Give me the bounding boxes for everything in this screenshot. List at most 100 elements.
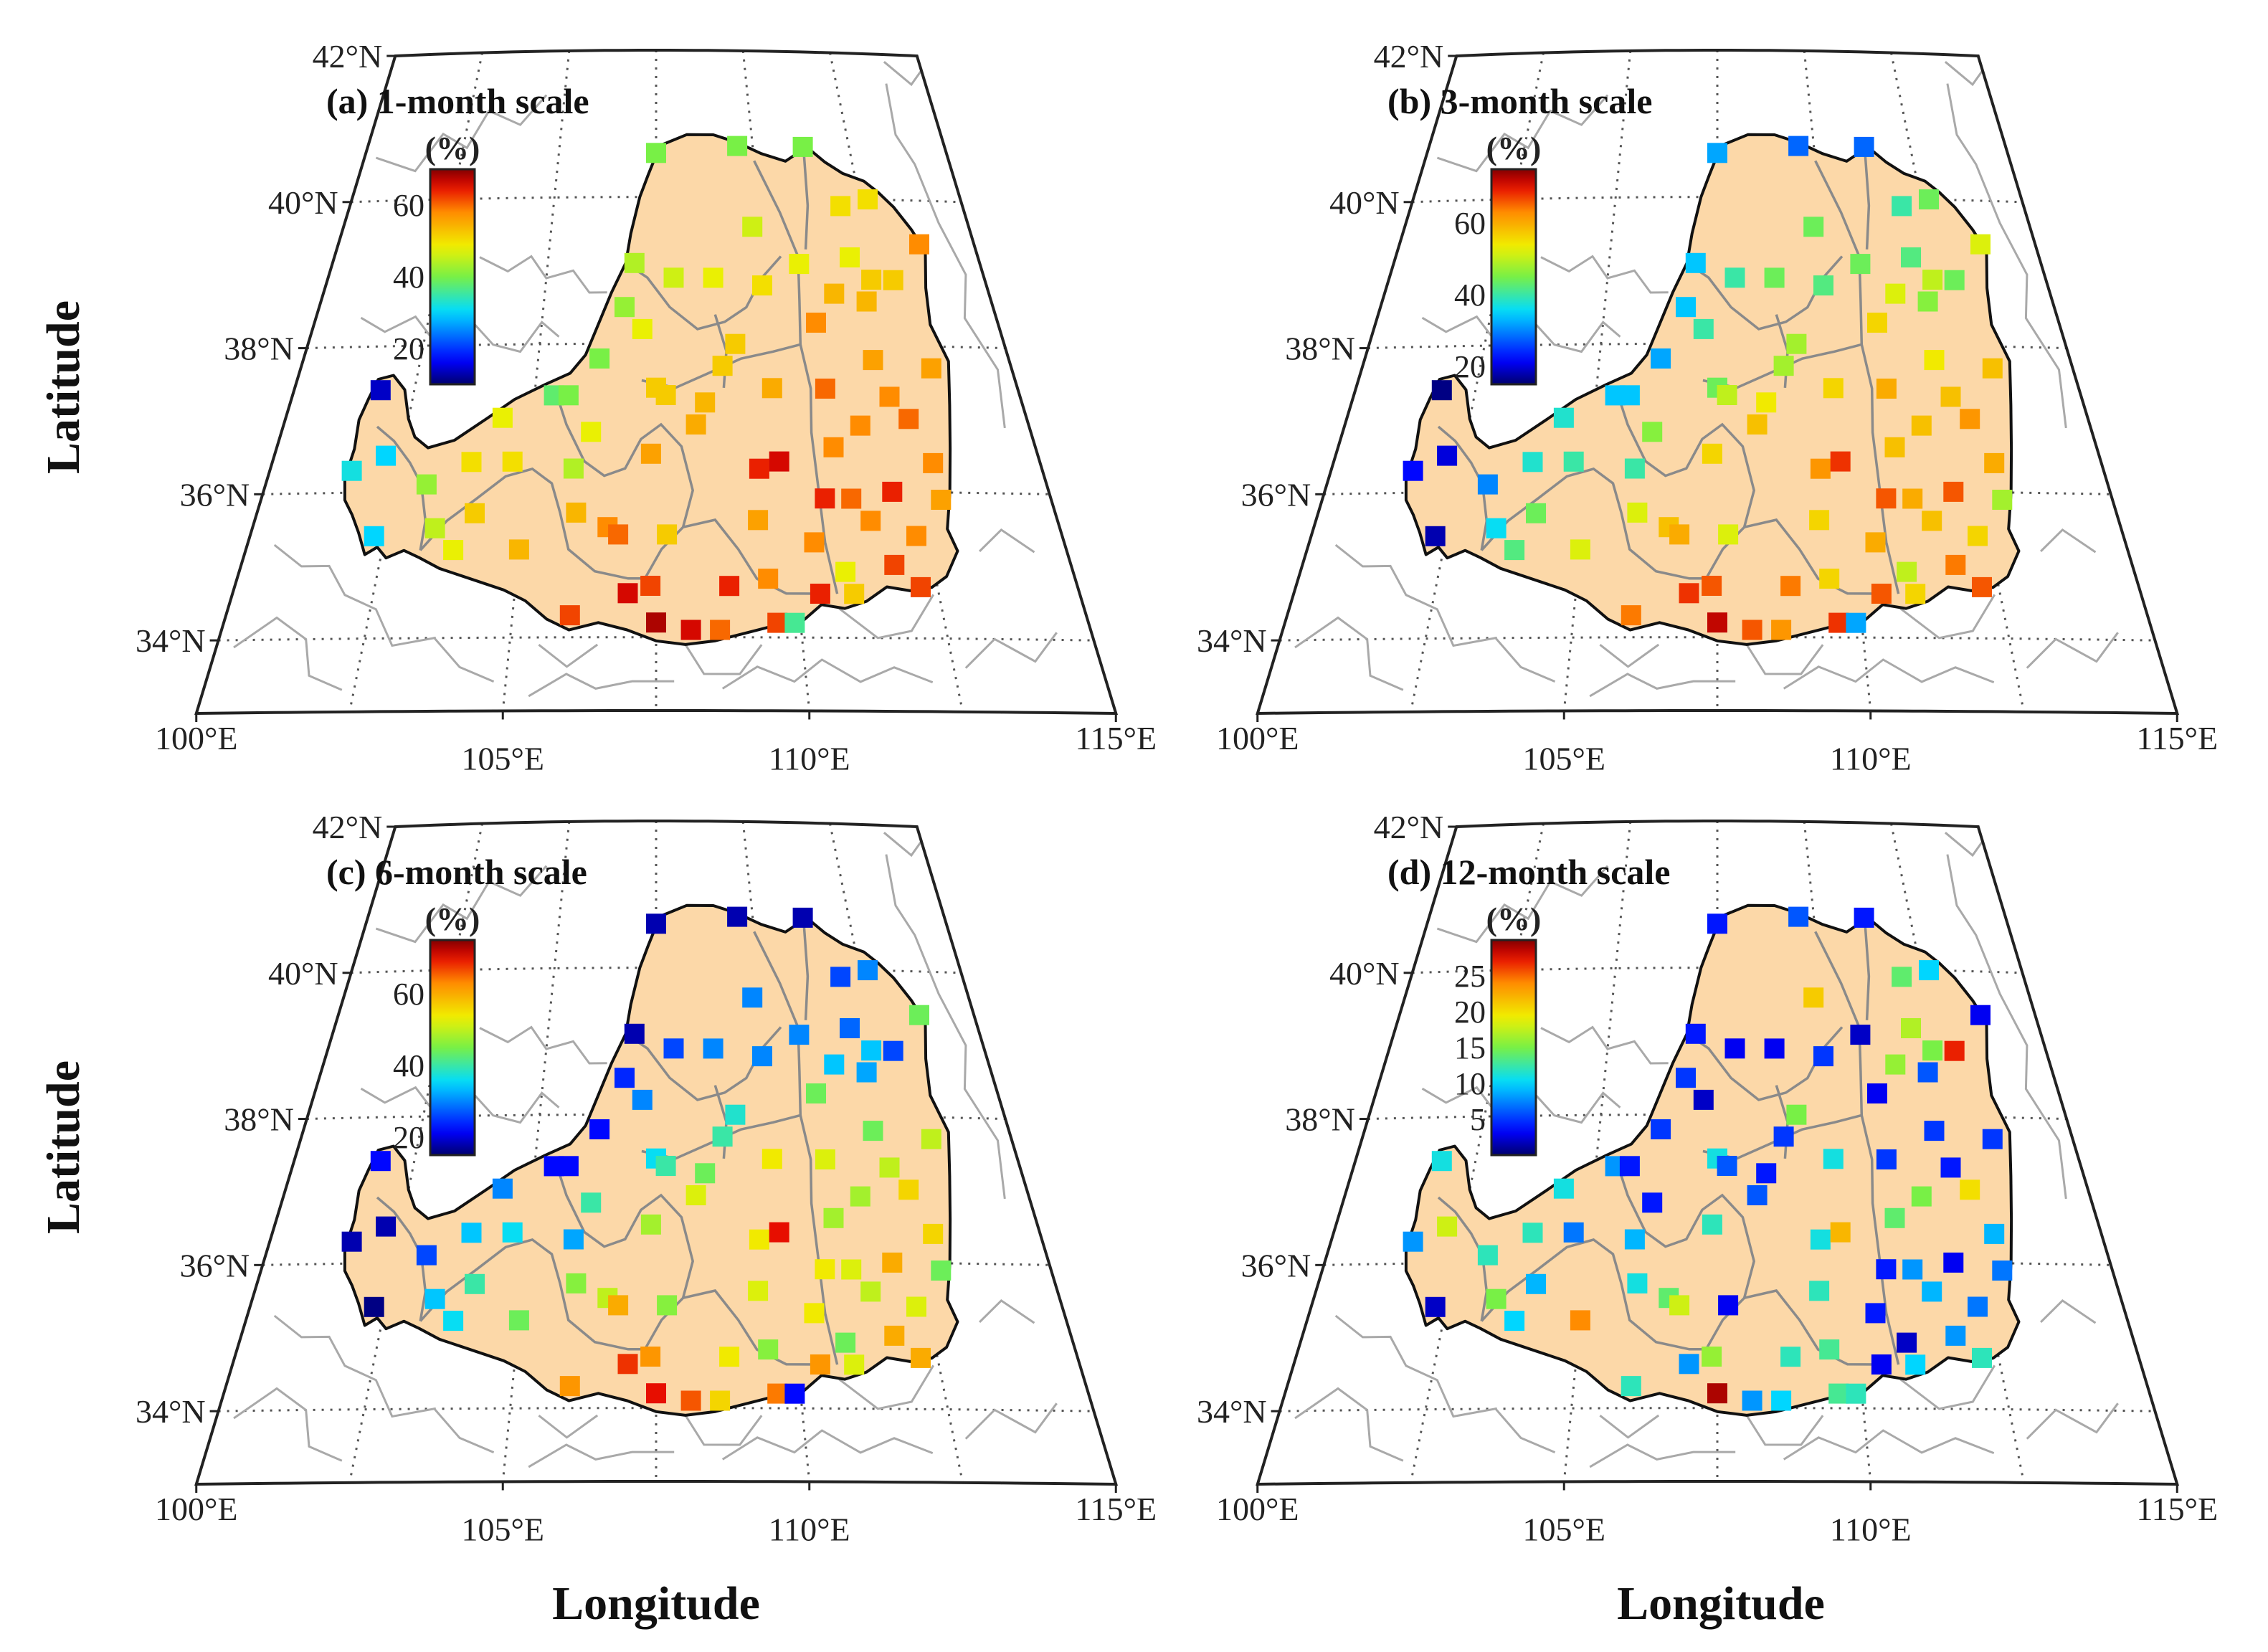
subbasin-boundary (553, 1158, 695, 1350)
station-marker (1943, 481, 1964, 502)
station-marker (1823, 1149, 1844, 1169)
station-marker (840, 1018, 860, 1038)
station-marker (840, 247, 860, 267)
colorbar-unit: (%) (425, 901, 480, 937)
province-boundary (1899, 1364, 1996, 1410)
lon-tick-label: 110°E (769, 1511, 850, 1547)
station-marker (784, 1383, 805, 1404)
station-marker (1431, 1151, 1452, 1172)
colorbar-tick-label: 20 (1454, 994, 1486, 1030)
station-marker (1901, 1018, 1921, 1038)
station-marker (1486, 1288, 1507, 1309)
province-boundary (538, 643, 599, 668)
lon-tick-label: 115°E (2136, 720, 2218, 756)
province-boundary (528, 673, 675, 698)
station-marker (1619, 385, 1640, 406)
station-marker (906, 1296, 926, 1317)
colorbar-tick-label: 60 (1454, 206, 1486, 241)
station-marker (646, 612, 666, 633)
station-marker (364, 526, 384, 546)
station-marker (1992, 1261, 2013, 1281)
station-marker (1810, 458, 1831, 479)
province-boundary (1334, 1314, 1556, 1453)
colorbar (1490, 939, 1537, 1157)
station-marker (1773, 1126, 1794, 1147)
station-marker (443, 540, 464, 561)
station-marker (1642, 1192, 1663, 1213)
province-boundary (885, 854, 1006, 1200)
station-marker (810, 584, 830, 604)
station-marker (1982, 1129, 2003, 1149)
station-marker (1747, 414, 1768, 435)
station-marker (680, 620, 701, 640)
station-marker (1553, 1178, 1574, 1199)
station-marker (1968, 526, 1988, 546)
station-marker (1570, 539, 1590, 560)
station-marker (341, 460, 362, 481)
station-marker (856, 1062, 877, 1083)
station-marker (1702, 443, 1722, 464)
station-marker (898, 409, 919, 429)
y-axis-title-bottom: Latitude (37, 1060, 90, 1234)
station-marker (748, 510, 769, 531)
station-marker (1945, 1325, 1966, 1346)
station-marker (1944, 270, 1965, 290)
station-marker (898, 1179, 919, 1200)
colorbar-unit: (%) (425, 130, 480, 166)
station-marker (566, 1273, 587, 1293)
colorbar-tick-label: 20 (1454, 349, 1486, 384)
station-marker (727, 136, 748, 156)
station-marker (1865, 532, 1886, 553)
station-marker (844, 1354, 865, 1375)
station-marker (1742, 620, 1762, 640)
province-boundary (528, 1443, 675, 1468)
station-marker (566, 502, 587, 523)
station-marker (883, 270, 903, 290)
station-marker (624, 1023, 645, 1044)
station-marker (1919, 960, 1939, 981)
station-marker (1902, 488, 1923, 509)
station-marker (1854, 136, 1874, 157)
station-marker (725, 1104, 746, 1125)
station-marker (589, 348, 610, 369)
station-marker (461, 1223, 482, 1243)
lon-tick-label: 115°E (1075, 720, 1157, 756)
colorbar-tick-label: 20 (393, 1120, 424, 1155)
province-boundary (1294, 1387, 1404, 1462)
station-marker (376, 445, 397, 466)
station-marker (1431, 380, 1452, 401)
station-marker (1624, 1229, 1645, 1250)
station-marker (858, 960, 878, 981)
station-marker (1702, 576, 1722, 596)
station-marker (1756, 392, 1777, 413)
station-marker (767, 1383, 788, 1404)
station-marker (1707, 1383, 1727, 1404)
station-marker (769, 1222, 789, 1243)
station-marker (742, 217, 763, 237)
colorbar-unit: (%) (1486, 901, 1542, 937)
station-marker (1922, 1040, 1943, 1061)
lon-tick-label: 105°E (1523, 740, 1606, 777)
station-marker (1919, 189, 1939, 210)
station-marker (1669, 1295, 1690, 1316)
station-marker (1876, 1149, 1897, 1169)
province-boundary (1946, 83, 2067, 429)
province-boundary (1334, 543, 1556, 683)
lat-tick-label: 34°N (136, 622, 206, 659)
station-marker (416, 474, 437, 495)
station-marker (617, 583, 638, 604)
province-boundary (684, 644, 763, 675)
subbasin-boundary (553, 387, 695, 579)
station-marker (640, 443, 661, 464)
station-marker (1702, 1347, 1722, 1367)
station-marker (1940, 1157, 1961, 1178)
station-marker (923, 1223, 944, 1244)
station-marker (784, 612, 805, 633)
station-marker (806, 313, 826, 333)
station-marker (1823, 378, 1844, 399)
station-marker (1437, 1216, 1458, 1237)
lon-tick-label: 110°E (1830, 1511, 1912, 1547)
map-area (218, 50, 1094, 713)
lon-tick-label: 110°E (769, 740, 850, 777)
subbasin-boundary (376, 1196, 427, 1321)
